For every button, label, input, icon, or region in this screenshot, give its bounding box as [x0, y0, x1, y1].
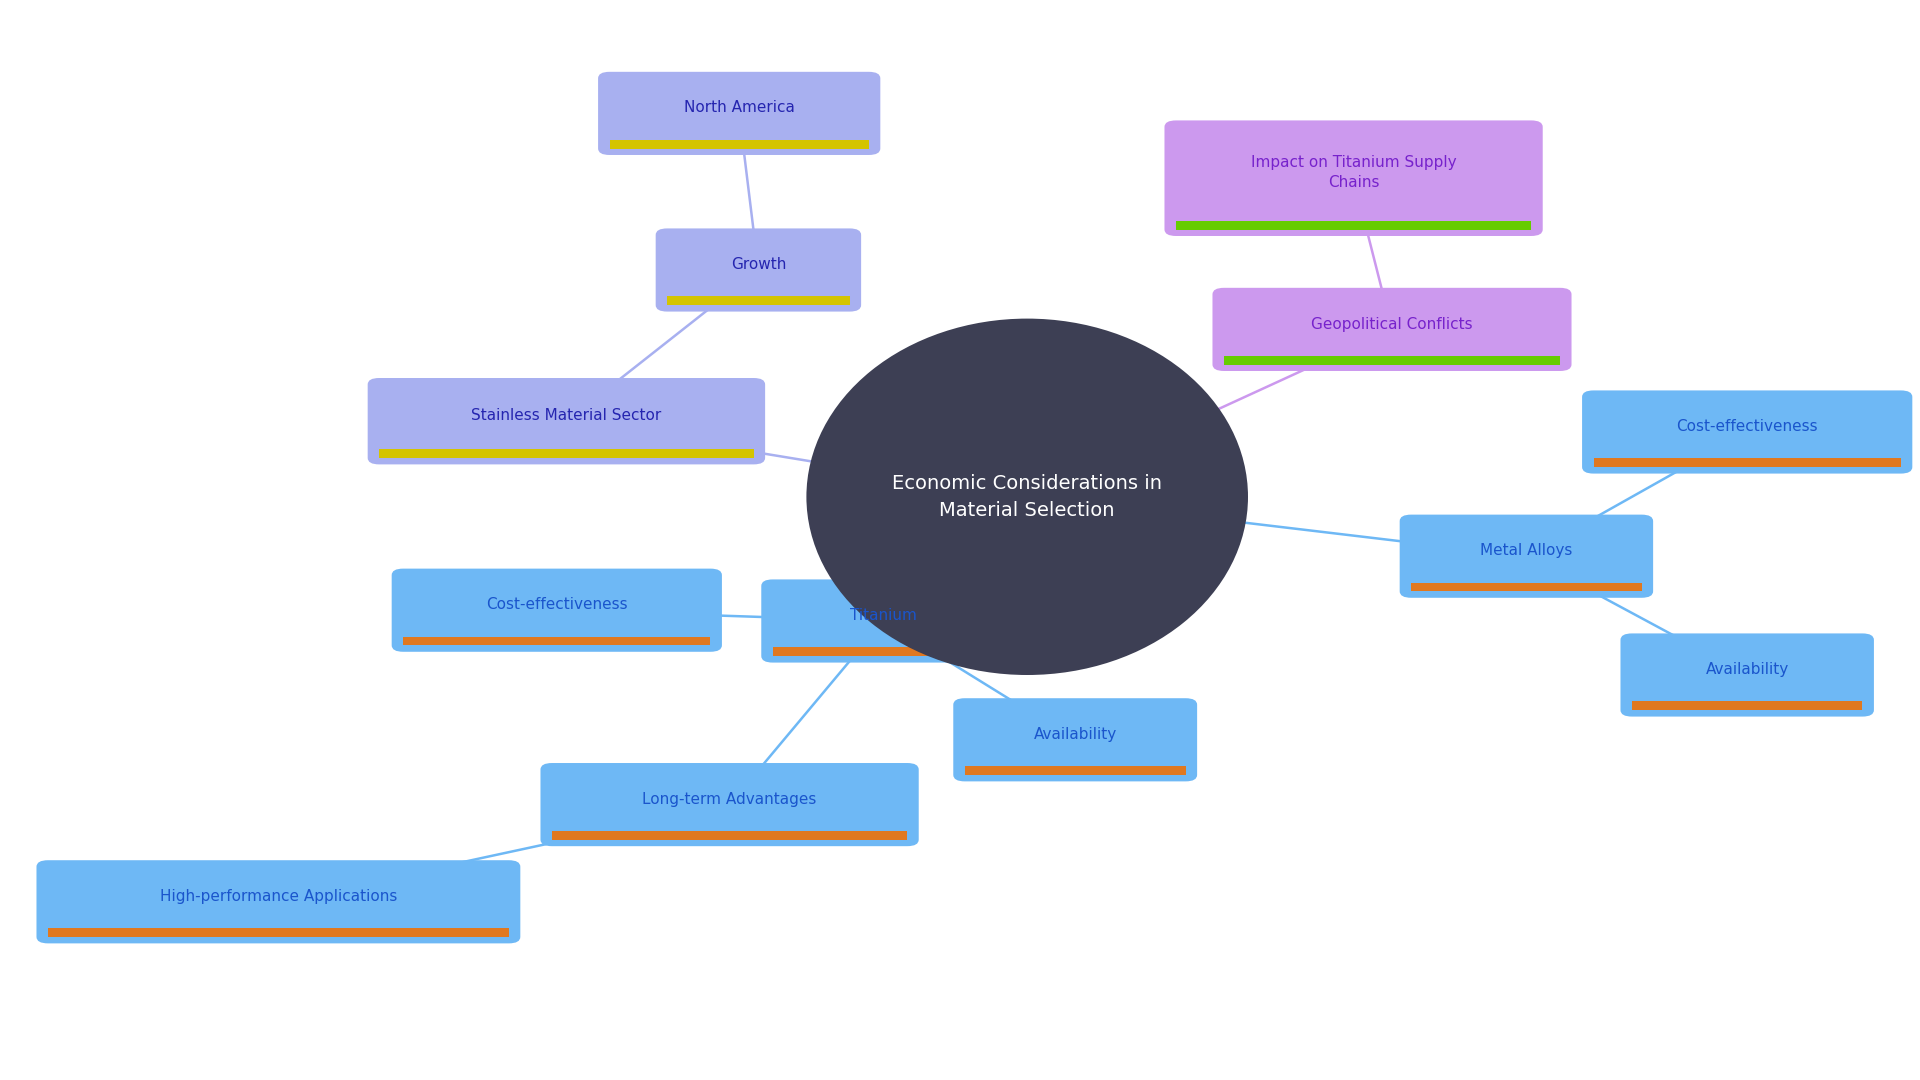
- Bar: [1225, 356, 1559, 365]
- Text: Impact on Titanium Supply
Chains: Impact on Titanium Supply Chains: [1250, 156, 1457, 190]
- Bar: [553, 832, 908, 840]
- FancyBboxPatch shape: [1400, 515, 1653, 597]
- Bar: [1175, 221, 1530, 230]
- Text: Stainless Material Sector: Stainless Material Sector: [470, 408, 662, 423]
- Bar: [772, 647, 995, 656]
- FancyBboxPatch shape: [760, 579, 1006, 662]
- Text: Titanium: Titanium: [851, 608, 916, 623]
- Bar: [403, 636, 710, 645]
- Text: Availability: Availability: [1033, 727, 1117, 742]
- Text: North America: North America: [684, 100, 795, 116]
- Text: Availability: Availability: [1705, 662, 1789, 677]
- FancyBboxPatch shape: [599, 71, 879, 154]
- Text: Cost-effectiveness: Cost-effectiveness: [486, 597, 628, 612]
- Text: Metal Alloys: Metal Alloys: [1480, 543, 1572, 558]
- Bar: [1594, 458, 1901, 467]
- FancyBboxPatch shape: [954, 699, 1198, 782]
- FancyBboxPatch shape: [1620, 633, 1874, 717]
- Bar: [668, 296, 849, 305]
- FancyBboxPatch shape: [1213, 287, 1571, 372]
- Ellipse shape: [806, 319, 1248, 675]
- Bar: [1632, 702, 1862, 711]
- FancyBboxPatch shape: [1164, 120, 1542, 237]
- Bar: [966, 767, 1187, 775]
- Bar: [378, 449, 753, 458]
- FancyBboxPatch shape: [36, 860, 520, 944]
- Text: High-performance Applications: High-performance Applications: [159, 889, 397, 904]
- Text: Long-term Advantages: Long-term Advantages: [643, 792, 816, 807]
- Text: Economic Considerations in
Material Selection: Economic Considerations in Material Sele…: [893, 474, 1162, 519]
- Text: Growth: Growth: [732, 257, 785, 272]
- FancyBboxPatch shape: [541, 762, 918, 847]
- Text: Cost-effectiveness: Cost-effectiveness: [1676, 419, 1818, 434]
- Bar: [48, 928, 509, 936]
- FancyBboxPatch shape: [1582, 391, 1912, 473]
- FancyBboxPatch shape: [367, 378, 764, 464]
- Text: Geopolitical Conflicts: Geopolitical Conflicts: [1311, 316, 1473, 332]
- Bar: [611, 139, 868, 148]
- FancyBboxPatch shape: [392, 568, 722, 651]
- FancyBboxPatch shape: [657, 228, 860, 311]
- Bar: [1411, 583, 1642, 591]
